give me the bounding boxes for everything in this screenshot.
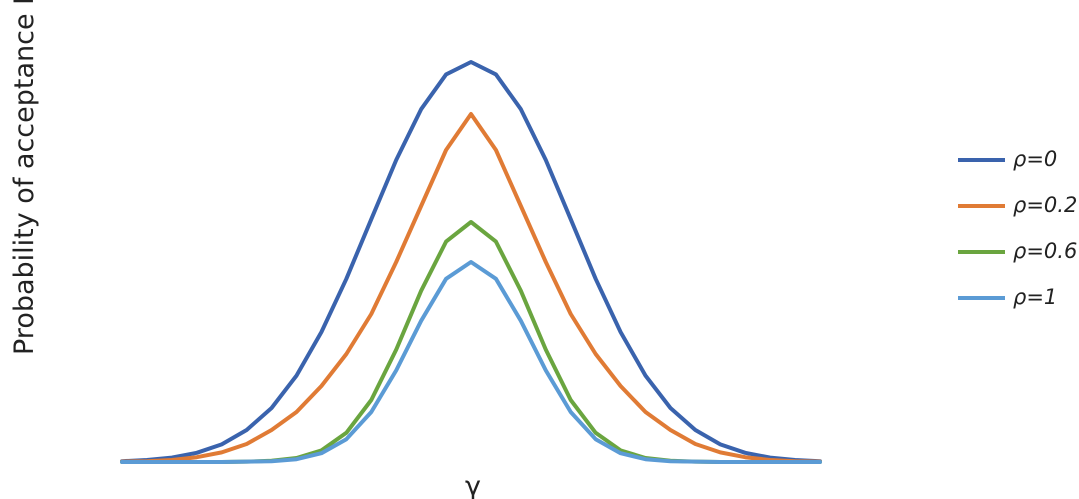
x-axis-label: γ: [465, 471, 481, 499]
y-axis-label-text: Probability of acceptance P: [9, 0, 40, 355]
legend-label: ρ=1: [1013, 285, 1057, 309]
y-axis-label: Probability of acceptance Pa: [9, 0, 46, 355]
legend-label: ρ=0.2: [1013, 193, 1077, 217]
series-line: [120, 60, 822, 464]
series-line: [120, 112, 822, 464]
series-line: [120, 220, 822, 464]
legend-label: ρ=0.6: [1013, 239, 1077, 263]
legend-label: ρ=0: [1013, 147, 1057, 171]
series-line: [120, 260, 822, 464]
